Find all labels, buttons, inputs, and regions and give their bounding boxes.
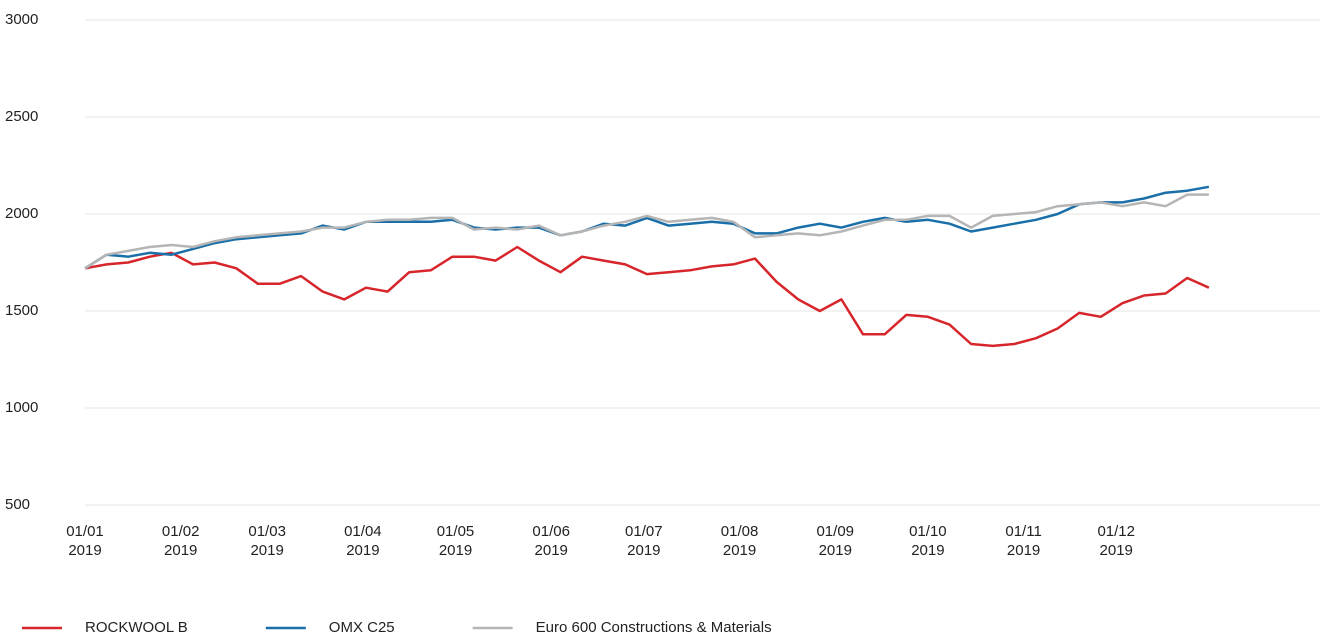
x-tick-label: 01/12 2019 — [1097, 523, 1135, 559]
y-tick-label: 1500 — [5, 302, 38, 319]
legend-label: Euro 600 Constructions & Materials — [536, 619, 772, 636]
y-tick-label: 2000 — [5, 205, 38, 222]
y-tick-label: 2500 — [5, 108, 38, 125]
series-line — [84, 245, 1210, 348]
x-tick-label: 01/06 2019 — [532, 523, 570, 559]
series-line — [84, 185, 1210, 270]
x-tick-label: 01/01 2019 — [66, 523, 104, 559]
x-tick-label: 01/07 2019 — [625, 523, 663, 559]
x-tick-label: 01/05 2019 — [436, 523, 475, 559]
legend-label: OMX C25 — [329, 619, 395, 636]
series-line — [84, 193, 1209, 270]
y-tick-label: 3000 — [5, 11, 38, 28]
x-tick-label: 01/04 2019 — [344, 523, 382, 559]
x-tick-label: 01/02 2019 — [161, 523, 200, 559]
y-tick-label: 1000 — [5, 399, 38, 416]
x-tick-label: 01/03 2019 — [248, 523, 286, 559]
x-tick-label: 01/10 2019 — [909, 523, 947, 559]
y-tick-label: 500 — [5, 496, 30, 513]
x-tick-label: 01/08 2019 — [720, 523, 759, 559]
x-tick-label: 01/11 2019 — [1005, 523, 1042, 559]
x-tick-label: 01/09 2019 — [816, 523, 855, 559]
legend-label: ROCKWOOL B — [85, 619, 188, 636]
